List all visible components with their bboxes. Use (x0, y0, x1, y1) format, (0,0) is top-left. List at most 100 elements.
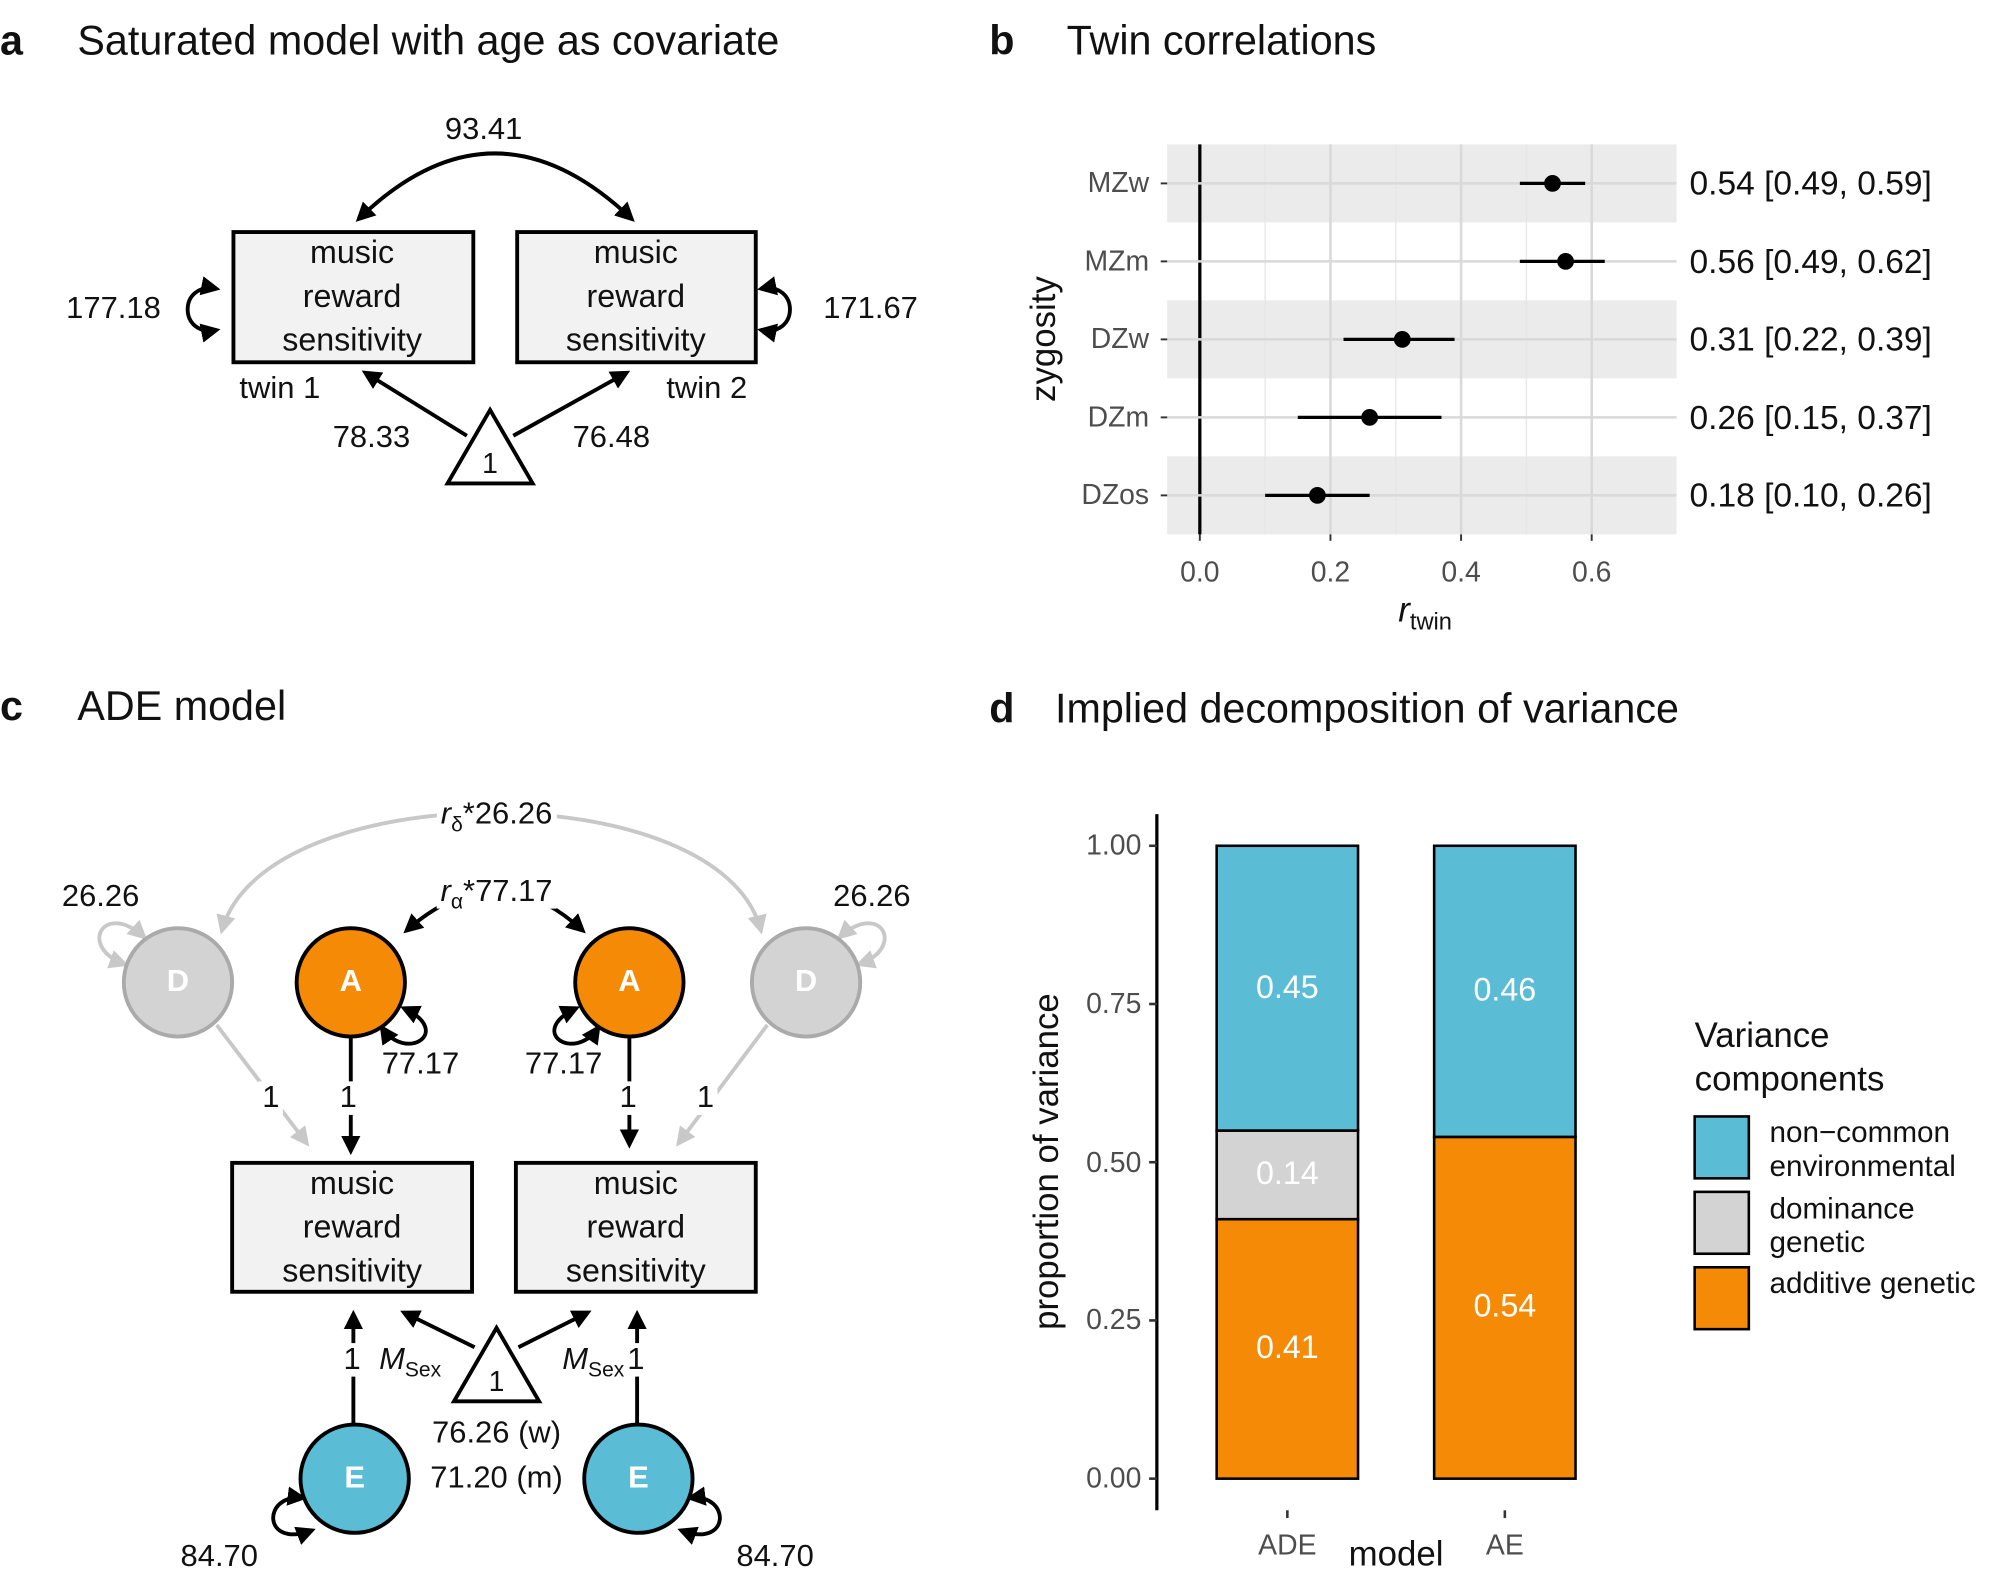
mean-label-part: Sex (404, 1358, 442, 1382)
mean-label-part: Sex (588, 1358, 625, 1382)
variance-label: 26.26 (833, 878, 911, 914)
correlation-label-part: *26.26 (462, 796, 553, 832)
mean-arrow (400, 1310, 476, 1349)
point (1544, 175, 1561, 192)
panel-title: Implied decomposition of variance (1054, 685, 1679, 732)
x-tick-label: 0.6 (1571, 554, 1612, 588)
legend-label: dominance genetic (1769, 1190, 1915, 1258)
loading-label: 1 (335, 1080, 361, 1116)
x-tick-label: ADE (1258, 1528, 1317, 1561)
legend-title: Variance components (1694, 1015, 1885, 1099)
point (1557, 253, 1574, 270)
legend-label: non−common environmental (1769, 1115, 1956, 1183)
correlation-label-part: *77.17 (463, 873, 553, 909)
correlation-label-part: r (440, 873, 451, 909)
panel-title: ADE model (77, 682, 287, 729)
bar-segment (1215, 1217, 1360, 1480)
mean-label: MSex (562, 1341, 624, 1381)
constant-label: 1 (482, 447, 498, 480)
variance-loop (677, 1486, 722, 1545)
bar-segment (1432, 844, 1577, 1139)
panel-letter: a (0, 17, 23, 64)
node-label: A (339, 964, 362, 999)
mean-label: 71.20 (m) (430, 1460, 563, 1496)
panel-title: Saturated model with age as covariate (77, 17, 780, 64)
node-label: D (166, 964, 190, 999)
box (230, 1160, 474, 1294)
constant-label: 1 (488, 1365, 505, 1398)
node-e (298, 1422, 411, 1535)
loading-label: 1 (339, 1342, 365, 1378)
x-tick-label: 0.0 (1180, 554, 1220, 588)
point (1361, 408, 1379, 426)
correlation-label: rδ*26.26 (436, 796, 557, 836)
y-tick-label: DZos (1081, 478, 1150, 511)
legend-key (1693, 1190, 1751, 1256)
variance-label: 84.70 (736, 1539, 814, 1574)
legend-label: additive genetic (1769, 1265, 1976, 1300)
variance-label: 77.17 (381, 1046, 460, 1082)
x-axis-title: rtwin (1398, 590, 1452, 635)
mean-label-part: M (379, 1341, 405, 1377)
correlation-label-part: δ (451, 812, 463, 837)
value-label: 0.26 [0.15, 0.37] (1689, 397, 1932, 437)
y-tick-label: 1.00 (1086, 828, 1142, 862)
path-arrow (676, 1023, 769, 1147)
bar-segment (1215, 844, 1360, 1132)
y-tick-label: MZw (1087, 166, 1150, 199)
variance-loop (271, 1486, 316, 1545)
value-label: 0.18 [0.10, 0.26] (1689, 475, 1932, 515)
node-label: D (794, 964, 818, 999)
x-tick-label: 0.2 (1310, 554, 1351, 588)
y-tick-label: 0.00 (1086, 1461, 1142, 1495)
variance-label: 26.26 (61, 878, 140, 914)
y-tick-label: DZw (1090, 322, 1150, 355)
variance-label: 84.70 (180, 1539, 258, 1574)
panel-c-diagram (97, 810, 887, 1545)
mean-label: MSex (379, 1341, 441, 1381)
y-axis-title: zygosity (1024, 276, 1063, 402)
correlation-label-part: r (440, 796, 452, 832)
loading-label: 1 (623, 1342, 649, 1378)
covariance-label: 93.41 (444, 111, 523, 147)
correlation-label-part: α (450, 890, 464, 914)
box (513, 1160, 758, 1294)
node-label: E (628, 1460, 649, 1496)
box-label: music reward sensitivity (565, 1165, 706, 1290)
box (231, 230, 476, 365)
x-tick-label: 0.4 (1441, 554, 1481, 588)
panel-letter: b (989, 17, 1015, 64)
mean-arrow (512, 370, 631, 438)
point (1309, 486, 1326, 504)
twin-label: twin 2 (666, 371, 748, 406)
correlation-label: rα*77.17 (436, 873, 557, 913)
bar-segment (1432, 1135, 1577, 1480)
mean-arrow (517, 1310, 592, 1349)
covariance-arrow (355, 151, 635, 222)
bar-segment (1215, 1129, 1360, 1221)
y-tick-label: 0.50 (1086, 1145, 1142, 1178)
point (1393, 331, 1411, 348)
loading-label: 1 (615, 1080, 641, 1116)
variance-loop (97, 919, 148, 969)
x-axis-title-part: r (1398, 590, 1410, 630)
node-a (573, 926, 686, 1039)
x-tick-label: AE (1485, 1528, 1524, 1561)
mean-label: 78.33 (332, 420, 411, 455)
panel-letter: c (0, 682, 23, 729)
variance-label: 177.18 (66, 291, 161, 326)
variance-loop (836, 919, 887, 969)
panel-a-diagram (185, 151, 792, 486)
mean-label-part: M (562, 1341, 589, 1377)
node-a (294, 926, 407, 1039)
variance-loop (185, 276, 221, 343)
box-label: music reward sensitivity (282, 234, 422, 359)
value-label: 0.14 (1255, 1155, 1319, 1192)
value-label: 0.56 [0.49, 0.62] (1689, 241, 1932, 281)
x-axis-title: model (1348, 1534, 1444, 1574)
box-label: music reward sensitivity (565, 234, 706, 359)
box (515, 230, 758, 365)
node-d (749, 926, 863, 1039)
